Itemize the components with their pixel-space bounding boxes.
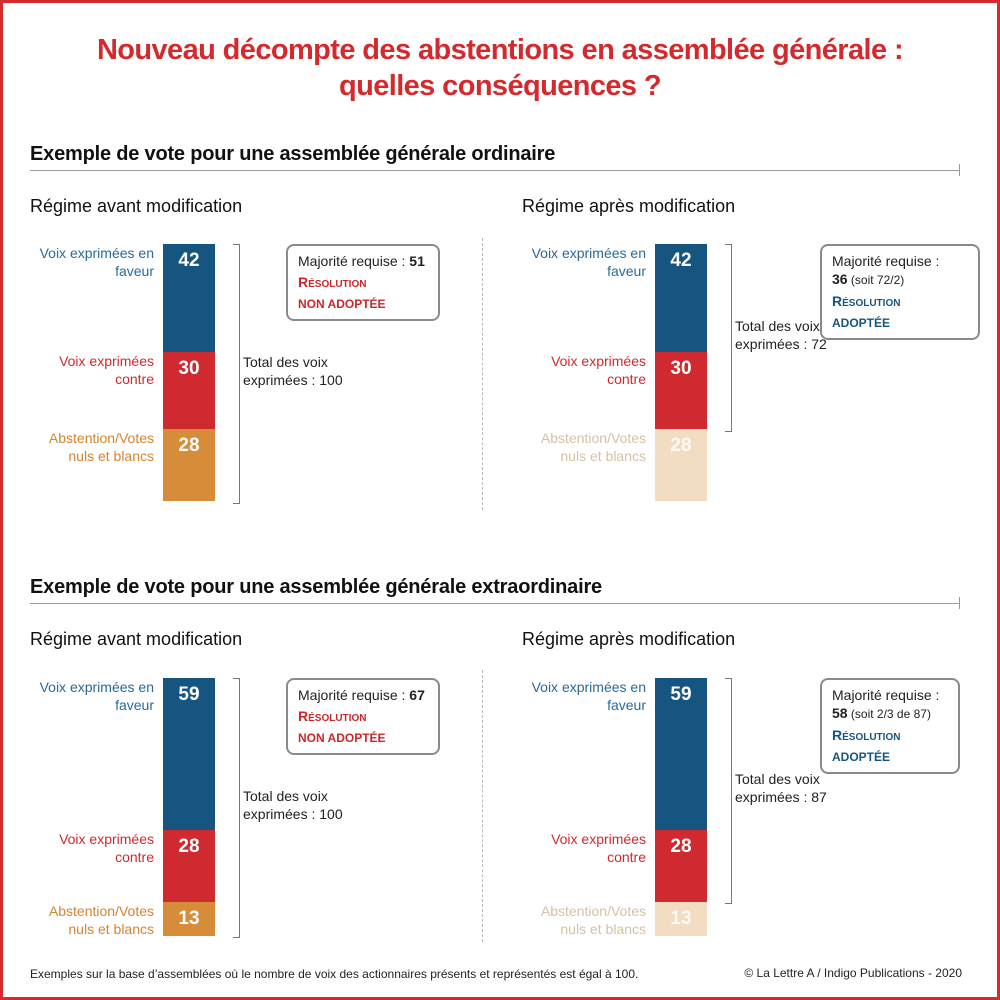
panel-divider xyxy=(482,238,483,510)
majority-value: 58 xyxy=(832,705,848,721)
label-favor: Voix exprimées en faveur xyxy=(39,245,154,279)
bar-segment-abstention-value: 28 xyxy=(670,435,692,456)
total-label: Total des voix exprimées : 87 xyxy=(735,771,827,805)
resolution-label: Résolution xyxy=(832,727,901,743)
bar-segment-against xyxy=(655,352,707,429)
majority-note: (soit 72/2) xyxy=(847,273,905,287)
total-bracket xyxy=(233,678,240,938)
label-abstention: Abstention/Votes nuls et blancs xyxy=(540,903,646,937)
resolution-status: ADOPTÉE xyxy=(832,316,891,330)
majority-value: 67 xyxy=(409,687,425,703)
label-favor: Voix exprimées en faveur xyxy=(531,245,646,279)
bar-segment-abstention-value: 28 xyxy=(178,435,200,456)
regime-heading: Régime après modification xyxy=(522,629,736,649)
bar-segment-against-value: 30 xyxy=(178,358,200,379)
bar-segment-favor-value: 42 xyxy=(178,250,200,271)
bar-segment-abstention-value: 13 xyxy=(178,908,200,929)
label-favor: Voix exprimées en faveur xyxy=(531,679,646,713)
label-abstention: Abstention/Votes nuls et blancs xyxy=(48,430,154,464)
section-rule-end xyxy=(959,164,960,176)
bar-segment-abstention xyxy=(655,429,707,501)
section-title: Exemple de vote pour une assemblée génér… xyxy=(30,576,602,598)
total-label: Total des voix exprimées : 100 xyxy=(243,354,343,388)
majority-label: Majorité requise : xyxy=(832,253,940,269)
bar-segment-against xyxy=(655,830,707,902)
bar-segment-favor xyxy=(655,678,707,830)
bar-segment-against xyxy=(163,830,215,902)
resolution-status: NON ADOPTÉE xyxy=(298,731,386,745)
label-against: Voix exprimées contre xyxy=(59,353,154,387)
resolution-label: Résolution xyxy=(832,293,901,309)
majority-box: Majorité requise : 51 Résolution NON ADOPT… xyxy=(286,244,440,321)
bar-segment-against-value: 28 xyxy=(670,836,692,857)
credit: © La Lettre A / Indigo Publications - 20… xyxy=(744,966,962,980)
total-bracket xyxy=(233,244,240,504)
label-against: Voix exprimées contre xyxy=(551,831,646,865)
majority-value: 36 xyxy=(832,271,848,287)
bar-segment-against-value: 28 xyxy=(178,836,200,857)
majority-note: (soit 2/3 de 87) xyxy=(847,707,931,721)
total-label: Total des voix exprimées : 100 xyxy=(243,788,343,822)
majority-line: Majorité requise : 51 xyxy=(298,252,428,270)
bar-segment-favor-value: 59 xyxy=(178,684,200,705)
majority-value: 51 xyxy=(409,253,425,269)
total-label: Total des voix exprimées : 72 xyxy=(735,318,827,352)
regime-heading: Régime avant modification xyxy=(30,629,243,649)
label-against: Voix exprimées contre xyxy=(551,353,646,387)
bar-segment-favor xyxy=(655,244,707,352)
total-bracket xyxy=(725,678,732,904)
footnote: Exemples sur la base d’assemblées où le … xyxy=(30,967,639,981)
regime-heading: Régime après modification xyxy=(522,196,736,216)
page-title: Nouveau décompte des abstentions en asse… xyxy=(96,34,904,66)
resolution-label: Résolution xyxy=(298,274,367,290)
majority-box: Majorité requise : 58 (soit 2/3 de 87) Rés… xyxy=(820,678,960,774)
page-subtitle: quelles conséquences ? xyxy=(338,70,662,102)
label-abstention: Abstention/Votes nuls et blancs xyxy=(48,903,154,937)
section-rule xyxy=(30,603,960,604)
panel-divider xyxy=(482,670,483,942)
bar-segment-abstention xyxy=(163,429,215,501)
bar-segment-abstention xyxy=(655,902,707,936)
bar-segment-abstention-value: 13 xyxy=(670,908,692,929)
label-abstention: Abstention/Votes nuls et blancs xyxy=(540,430,646,464)
resolution-label: Résolution xyxy=(298,708,367,724)
bar-segment-against xyxy=(163,352,215,429)
section-rule-end xyxy=(959,597,960,609)
bar-segment-against-value: 30 xyxy=(670,358,692,379)
resolution-status: ADOPTÉE xyxy=(832,750,891,764)
bar-segment-abstention xyxy=(163,902,215,936)
majority-line: Majorité requise : 36 (soit 72/2) xyxy=(832,252,968,289)
majority-line: Majorité requise : 67 xyxy=(298,686,428,704)
total-bracket xyxy=(725,244,732,432)
bar-segment-favor-value: 59 xyxy=(670,684,692,705)
bar-segment-favor xyxy=(163,678,215,830)
resolution-status: NON ADOPTÉE xyxy=(298,297,386,311)
majority-label: Majorité requise : xyxy=(298,687,410,703)
majority-box: Majorité requise : 67 Résolution NON ADOPT… xyxy=(286,678,440,755)
regime-heading: Régime avant modification xyxy=(30,196,243,216)
majority-label: Majorité requise : xyxy=(832,687,940,703)
section-rule xyxy=(30,170,960,171)
bar-segment-favor-value: 42 xyxy=(670,250,692,271)
majority-label: Majorité requise : xyxy=(298,253,410,269)
majority-line: Majorité requise : 58 (soit 2/3 de 87) xyxy=(832,686,948,723)
label-favor: Voix exprimées en faveur xyxy=(39,679,154,713)
majority-box: Majorité requise : 36 (soit 72/2) Résoluti… xyxy=(820,244,980,340)
bar-segment-favor xyxy=(163,244,215,352)
section-title: Exemple de vote pour une assemblée génér… xyxy=(30,143,556,165)
label-against: Voix exprimées contre xyxy=(59,831,154,865)
